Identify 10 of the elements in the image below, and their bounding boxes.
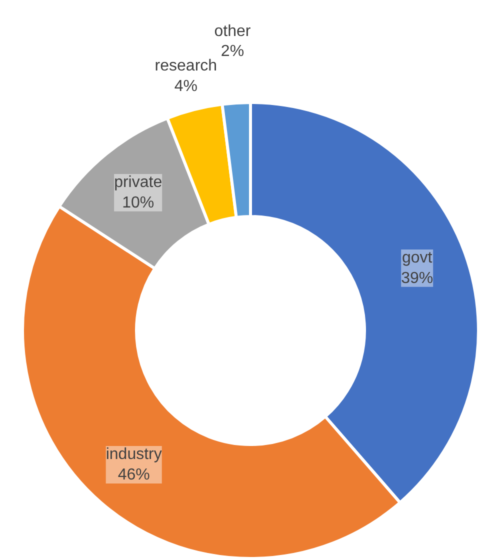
data-label: 10% (122, 194, 154, 212)
data-label: 2% (220, 43, 244, 60)
data-label: 46% (118, 466, 150, 484)
slice-label: govt (402, 250, 433, 267)
slice-label: other (214, 22, 252, 40)
slice-label: industry (106, 446, 162, 464)
slice-label: research (154, 58, 218, 75)
data-label: 39% (401, 270, 434, 287)
slice-label: private (114, 174, 162, 191)
data-label: 4% (174, 78, 198, 96)
